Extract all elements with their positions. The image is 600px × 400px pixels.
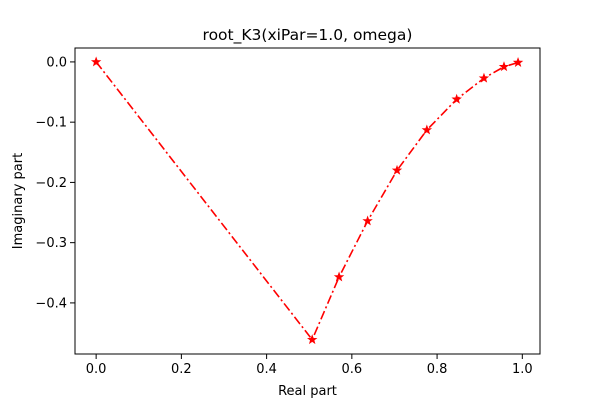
y-tick-label: −0.2 (35, 176, 67, 191)
y-tick-label: 0.0 (46, 55, 67, 70)
y-axis-title: Imaginary part (11, 153, 26, 249)
series-line (95, 61, 519, 342)
y-tick-label: −0.3 (35, 236, 67, 251)
series-layer (90, 56, 524, 345)
x-axis-title: Real part (278, 384, 337, 399)
x-tick-label: 0.6 (341, 362, 362, 377)
data-point-marker (421, 124, 433, 135)
plot-area (74, 47, 541, 355)
chart-title: root_K3(xiPar=1.0, omega) (203, 26, 413, 45)
data-point-marker (478, 72, 490, 83)
data-point-marker (451, 93, 462, 104)
data-point-marker (306, 334, 318, 345)
y-tick-label: −0.4 (35, 296, 67, 311)
x-tick-label: 0.4 (256, 362, 277, 377)
x-tick-label: 0.2 (171, 362, 192, 377)
x-tick-label: 1.0 (512, 362, 533, 377)
y-axis: 0.0 −0.1 −0.2 −0.3 −0.4 (35, 55, 75, 311)
data-point-marker (90, 56, 102, 67)
axes-frame (74, 47, 541, 355)
data-point-marker (362, 215, 373, 226)
data-point-marker (333, 271, 345, 282)
x-tick-label: 0.8 (427, 362, 448, 377)
x-axis: 0.0 0.2 0.4 0.6 0.8 1.0 (86, 354, 533, 377)
data-point-marker (498, 61, 510, 72)
data-point-marker (391, 164, 403, 175)
y-tick-label: −0.1 (35, 116, 67, 131)
data-point-marker (512, 57, 524, 67)
x-tick-label: 0.0 (86, 362, 107, 377)
